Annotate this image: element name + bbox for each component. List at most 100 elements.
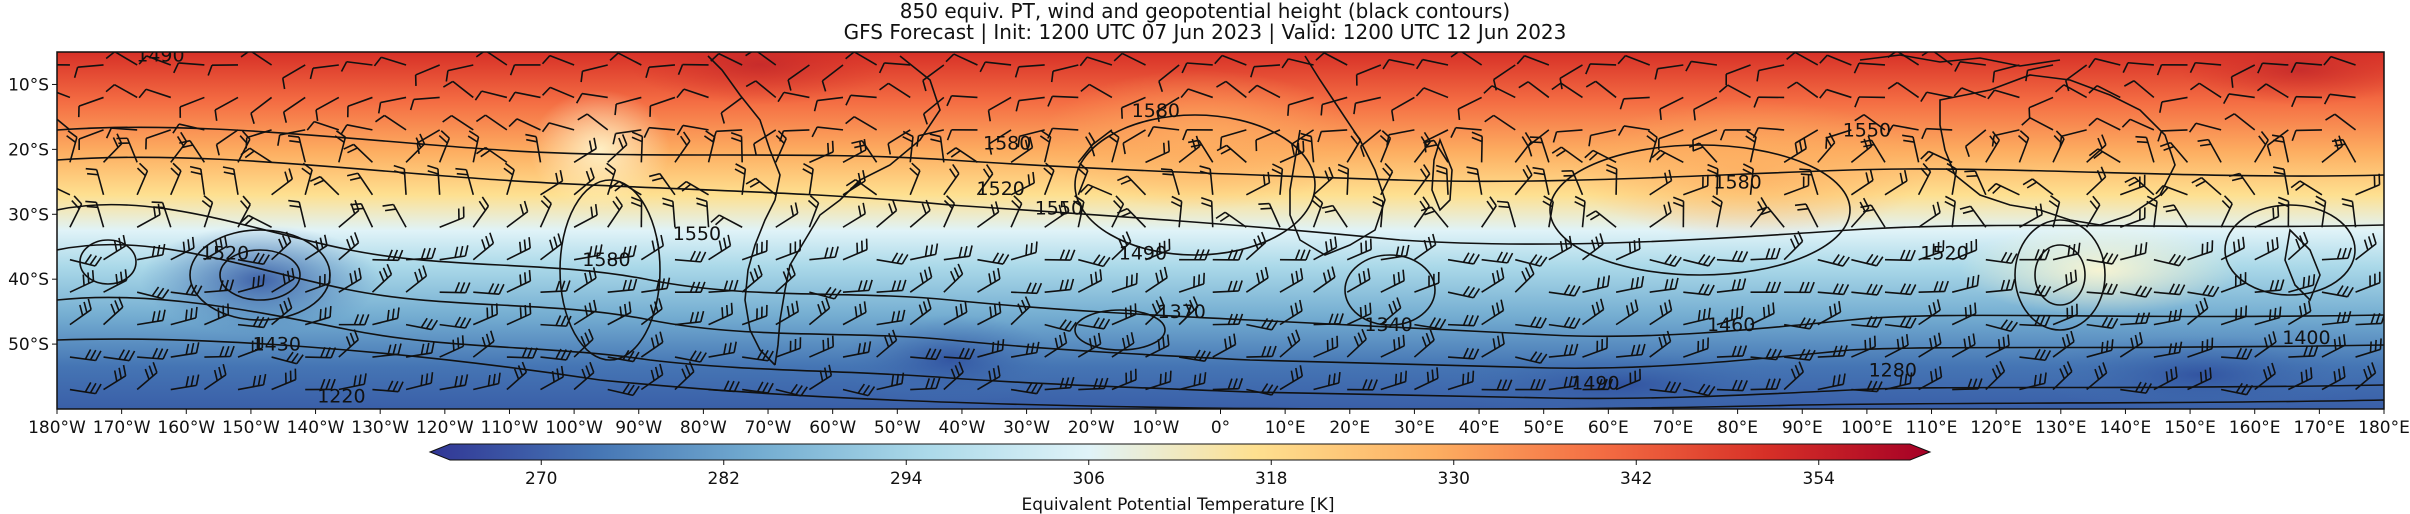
wind-barb xyxy=(346,172,374,196)
wind-barb xyxy=(503,162,515,196)
wind-barb xyxy=(1819,88,1852,99)
wind-barb xyxy=(1212,333,1237,358)
wind-barb xyxy=(1649,254,1682,268)
wind-barb xyxy=(1683,174,1709,196)
wind-barb xyxy=(237,252,270,266)
wind-barb xyxy=(674,350,707,363)
wind-barb xyxy=(943,263,964,293)
contour-label: 1520 xyxy=(201,243,249,265)
wind-barb xyxy=(151,201,172,228)
wind-barb xyxy=(1380,297,1402,326)
wind-barb xyxy=(473,283,505,295)
wind-barb xyxy=(1918,240,1945,261)
wind-barb xyxy=(338,329,359,358)
wind-barb xyxy=(1617,54,1650,66)
wind-barb xyxy=(375,114,407,131)
wind-barb xyxy=(640,363,664,391)
lon-tick-label: 30°E xyxy=(1394,418,1435,438)
height-contour xyxy=(57,156,2384,245)
lon-tick-label: 70°W xyxy=(745,418,792,438)
wind-barb xyxy=(988,129,1012,155)
wind-barb xyxy=(1817,345,1848,358)
wind-barb xyxy=(1078,317,1111,330)
wind-barb xyxy=(1413,131,1431,163)
wind-barb xyxy=(1111,272,1138,293)
wind-barb xyxy=(1111,231,1132,261)
wind-barb xyxy=(240,52,273,66)
colorbar-ticks: 270 282 294 306 318 330 342 354 xyxy=(525,460,1835,489)
wind-barb xyxy=(1380,162,1394,196)
wind-barb xyxy=(1516,54,1550,66)
wind-barb xyxy=(842,301,867,326)
wind-barb xyxy=(876,372,905,391)
wind-barb xyxy=(439,316,472,329)
wind-barb xyxy=(372,249,404,262)
wind-barb xyxy=(676,124,709,136)
wind-barb xyxy=(1783,361,1805,391)
wind-barb xyxy=(2254,130,2269,163)
wind-barb xyxy=(1337,163,1350,195)
wind-barb xyxy=(508,118,541,131)
wind-barb xyxy=(1144,296,1166,326)
wind-barb xyxy=(1353,96,1381,115)
wind-barb xyxy=(1248,84,1281,99)
wind-barb xyxy=(1156,96,1180,123)
wind-barb xyxy=(338,232,360,261)
wind-barb xyxy=(916,129,945,147)
wind-barb xyxy=(876,309,906,326)
wind-barb xyxy=(1887,52,1920,66)
wind-barb xyxy=(57,91,71,99)
wind-barb xyxy=(1413,329,1435,358)
wind-barb xyxy=(1010,296,1031,326)
wind-barb xyxy=(215,129,239,156)
wind-barb xyxy=(1854,96,1886,108)
latitude-axis: 10°S 20°S 30°S 40°S 50°S xyxy=(8,75,57,355)
wind-barb xyxy=(1548,235,1573,261)
wind-barb xyxy=(1044,376,1075,391)
wind-barb xyxy=(1178,296,1199,326)
wind-barb xyxy=(1718,84,1751,99)
wind-barb xyxy=(802,163,814,195)
wind-barb xyxy=(2355,362,2377,391)
wind-barb xyxy=(703,130,716,163)
wind-barb xyxy=(1783,230,1804,261)
wind-barb xyxy=(1964,170,1987,196)
wind-barb xyxy=(541,122,575,133)
height-contour-low xyxy=(1074,309,1166,351)
wind-barb xyxy=(777,91,810,103)
lon-tick-label: 120°W xyxy=(416,418,474,438)
lon-tick-label: 140°W xyxy=(287,418,345,438)
wind-barb xyxy=(2290,180,2323,196)
wind-barb xyxy=(2086,339,2114,358)
wind-barb xyxy=(1279,140,1305,164)
wind-barb xyxy=(1716,379,1748,392)
wind-barb xyxy=(214,96,239,121)
south-america-east-coast xyxy=(774,55,941,366)
wind-barb xyxy=(1255,129,1281,152)
wind-barb xyxy=(1886,124,1919,135)
wind-barb xyxy=(1784,317,1817,330)
wind-barb xyxy=(439,206,465,228)
wind-barb xyxy=(1542,195,1554,228)
wind-barb xyxy=(173,62,205,74)
wind-barb xyxy=(237,336,264,358)
wind-barb xyxy=(1481,379,1513,391)
wind-barb xyxy=(1851,253,1884,267)
wind-barb xyxy=(976,164,994,196)
wind-barb xyxy=(1043,162,1055,196)
wind-barb xyxy=(1111,303,1137,326)
wind-barb xyxy=(1111,195,1125,228)
wind-barb xyxy=(1077,332,1102,358)
madagascar-coast xyxy=(1431,137,1453,212)
wind-barb xyxy=(2124,176,2155,196)
wind-barb xyxy=(137,243,166,261)
wind-barb xyxy=(304,234,328,261)
wind-barb xyxy=(1683,337,1709,358)
wind-barb xyxy=(2221,347,2253,360)
wind-barb xyxy=(1311,195,1324,228)
wind-barb xyxy=(1078,377,1109,391)
wind-barb xyxy=(573,328,594,358)
wind-barb xyxy=(2271,134,2290,163)
wind-barb xyxy=(2120,242,2148,261)
wind-barb xyxy=(250,96,273,125)
